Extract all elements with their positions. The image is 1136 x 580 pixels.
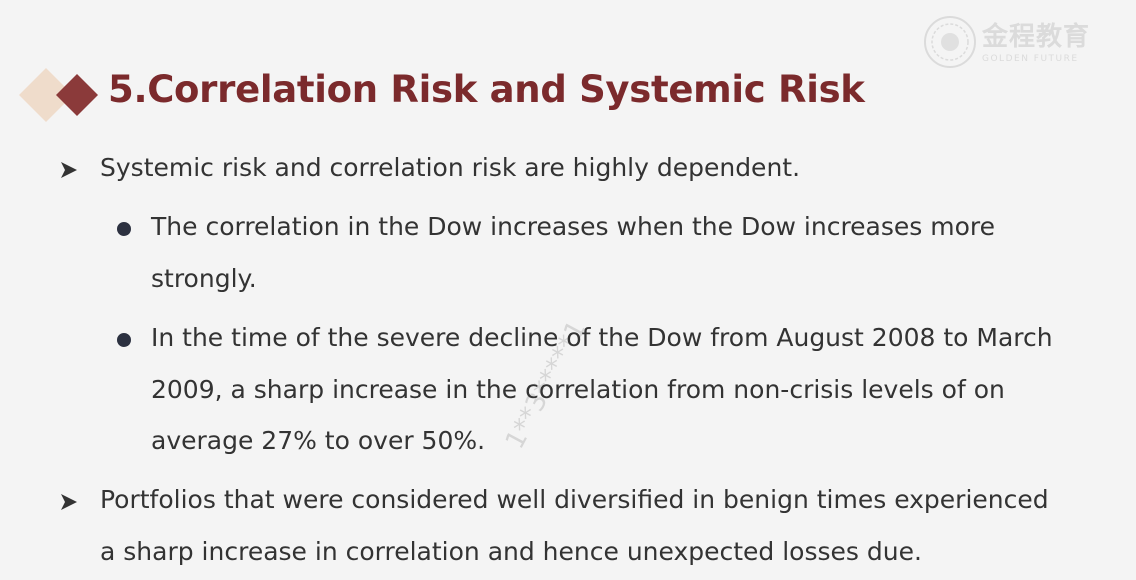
- arrow-bullet-icon: [61, 162, 77, 178]
- circle-bullet-icon: [117, 333, 131, 347]
- bullet-2-line-1: The correlation in the Dow increases whe…: [151, 212, 996, 241]
- bullet-2-line-2: strongly.: [151, 264, 257, 293]
- logo-chinese-text: 金程教育: [982, 22, 1091, 52]
- title-diamond-icon: [19, 68, 98, 122]
- bullet-3-line-3: average 27% to over 50%.: [151, 426, 486, 455]
- bullet-1-line-1: Systemic risk and correlation risk are h…: [100, 153, 801, 182]
- bullet-4-line-2: a sharp increase in correlation and henc…: [100, 537, 922, 566]
- logo-emblem-icon: [924, 16, 976, 68]
- bullet-4-line-1: Portfolios that were considered well div…: [100, 485, 1049, 514]
- logo-english-text: GOLDEN FUTURE: [982, 54, 1079, 64]
- arrow-bullet-icon: [61, 494, 77, 510]
- company-logo: 金程教育 GOLDEN FUTURE: [920, 10, 1110, 74]
- bullet-3-line-1: In the time of the severe decline of the…: [151, 323, 1053, 352]
- slide-title: 5.Correlation Risk and Systemic Risk: [108, 68, 865, 111]
- circle-bullet-icon: [117, 222, 131, 236]
- bullet-3-line-2: 2009, a sharp increase in the correlatio…: [151, 375, 1005, 404]
